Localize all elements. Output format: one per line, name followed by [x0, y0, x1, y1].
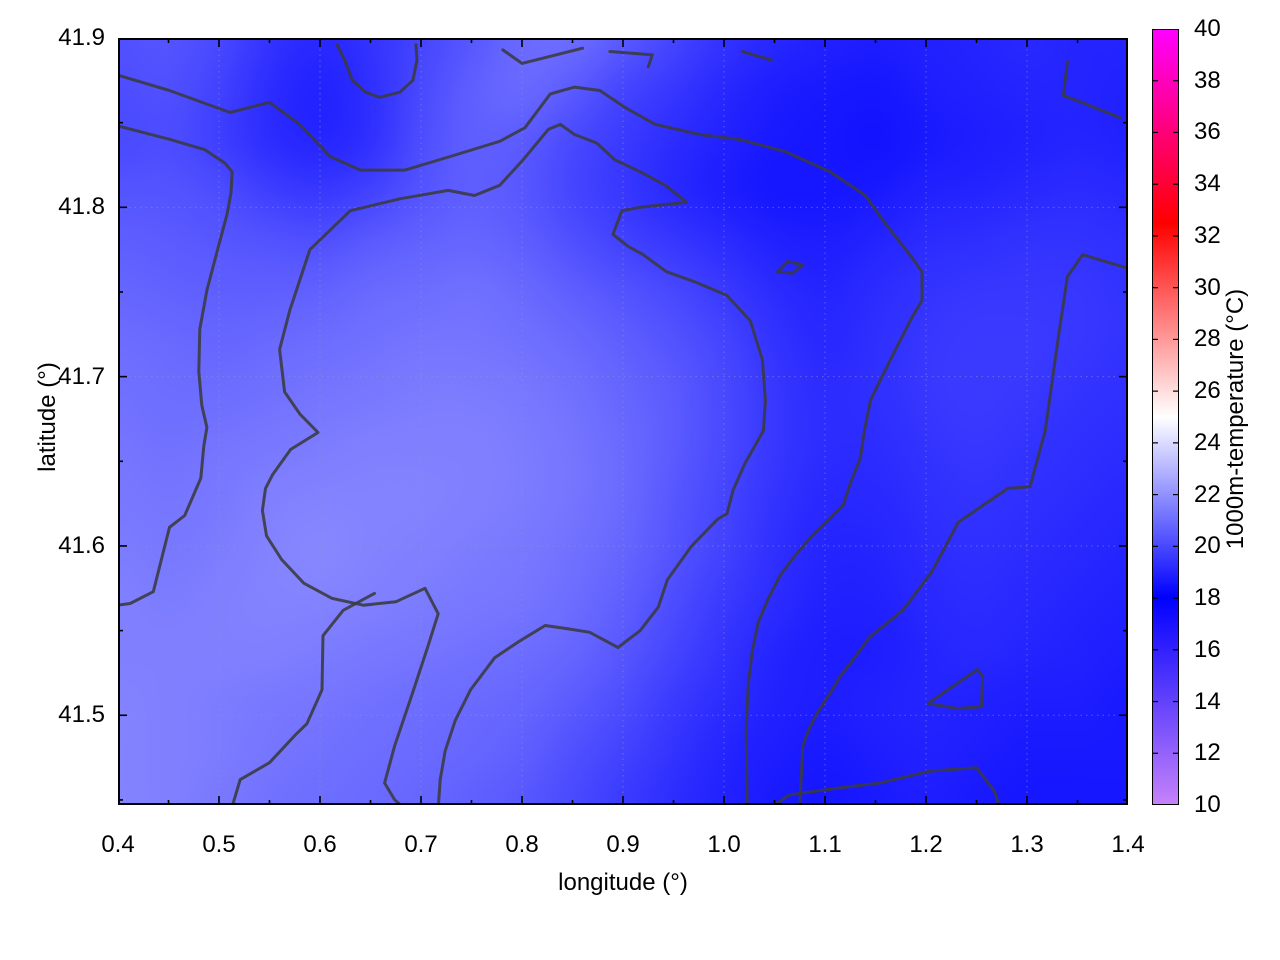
x-tick-label: 1.3 — [1010, 831, 1044, 858]
colorbar-tick-label: 22 — [1194, 480, 1221, 508]
contour-level-20 — [608, 50, 654, 69]
colorbar-tick-label: 24 — [1194, 428, 1221, 456]
y-tick-label: 41.9 — [58, 24, 105, 51]
y-tick-label: 41.7 — [58, 362, 105, 390]
x-tick-label: 1.1 — [808, 831, 842, 858]
x-tick-label: 0.4 — [101, 831, 135, 858]
y-tick-label: 41.8 — [58, 193, 105, 221]
colorbar-tick-label: 38 — [1194, 66, 1221, 94]
x-tick-label: 1.4 — [1111, 831, 1145, 858]
colorbar-ticks — [1152, 80, 1179, 754]
contour-lines — [118, 43, 1128, 805]
x-tick-label: 0.8 — [505, 831, 539, 858]
plot-area — [118, 38, 1128, 805]
contour-level-21 — [260, 122, 767, 805]
contour-level-20 — [740, 50, 773, 62]
contour-level-20 — [118, 73, 924, 805]
contour-level-20 — [1061, 60, 1122, 120]
x-tick-label: 1.0 — [707, 831, 741, 858]
colorbar-tick-label: 12 — [1194, 739, 1221, 767]
contour-level-20 — [798, 253, 1128, 805]
colorbar-tick-label: 30 — [1194, 273, 1221, 301]
plot-overlay — [118, 38, 1128, 805]
colorbar-tick-label: 14 — [1194, 687, 1221, 715]
colorbar-tick-label: 20 — [1194, 532, 1221, 560]
colorbar-tick-label: 16 — [1194, 635, 1221, 663]
contour-level-20 — [926, 668, 985, 710]
colorbar-tick-label: 40 — [1194, 15, 1221, 42]
axis-ticks — [118, 38, 1128, 805]
x-tick-label: 1.2 — [909, 831, 943, 858]
x-tick-label: 0.9 — [606, 831, 640, 858]
grid-lines — [118, 38, 1128, 805]
y-axis-label: latitude (°) — [34, 362, 61, 472]
colorbar-tick-label: 10 — [1194, 791, 1221, 818]
x-tick-label: 0.5 — [202, 831, 236, 858]
x-tick-label: 0.7 — [404, 831, 438, 858]
plot-border — [118, 38, 1128, 805]
colorbar-tick-label: 26 — [1194, 377, 1221, 405]
colorbar-label: 1000m-temperature (°C) — [1222, 288, 1249, 550]
colorbar-tick-label: 36 — [1194, 118, 1221, 146]
colorbar-tick-label: 34 — [1194, 170, 1221, 198]
contour-level-20 — [771, 766, 1001, 805]
contour-level-20 — [335, 43, 419, 99]
y-tick-label: 41.6 — [58, 531, 105, 559]
colorbar-tick-marks — [1152, 80, 1179, 754]
colorbar-gradient — [1152, 29, 1179, 805]
colorbar-tick-label: 28 — [1194, 325, 1221, 353]
contour-level-21 — [776, 260, 805, 275]
contour-level-21 — [231, 591, 376, 805]
x-tick-label: 0.6 — [303, 831, 337, 858]
contour-level-20 — [118, 124, 234, 607]
x-axis-label: longitude (°) — [558, 869, 688, 896]
colorbar-tick-label: 32 — [1194, 221, 1221, 249]
y-tick-label: 41.5 — [58, 701, 105, 729]
contour-level-20 — [501, 46, 585, 65]
colorbar-tick-label: 18 — [1194, 584, 1221, 612]
